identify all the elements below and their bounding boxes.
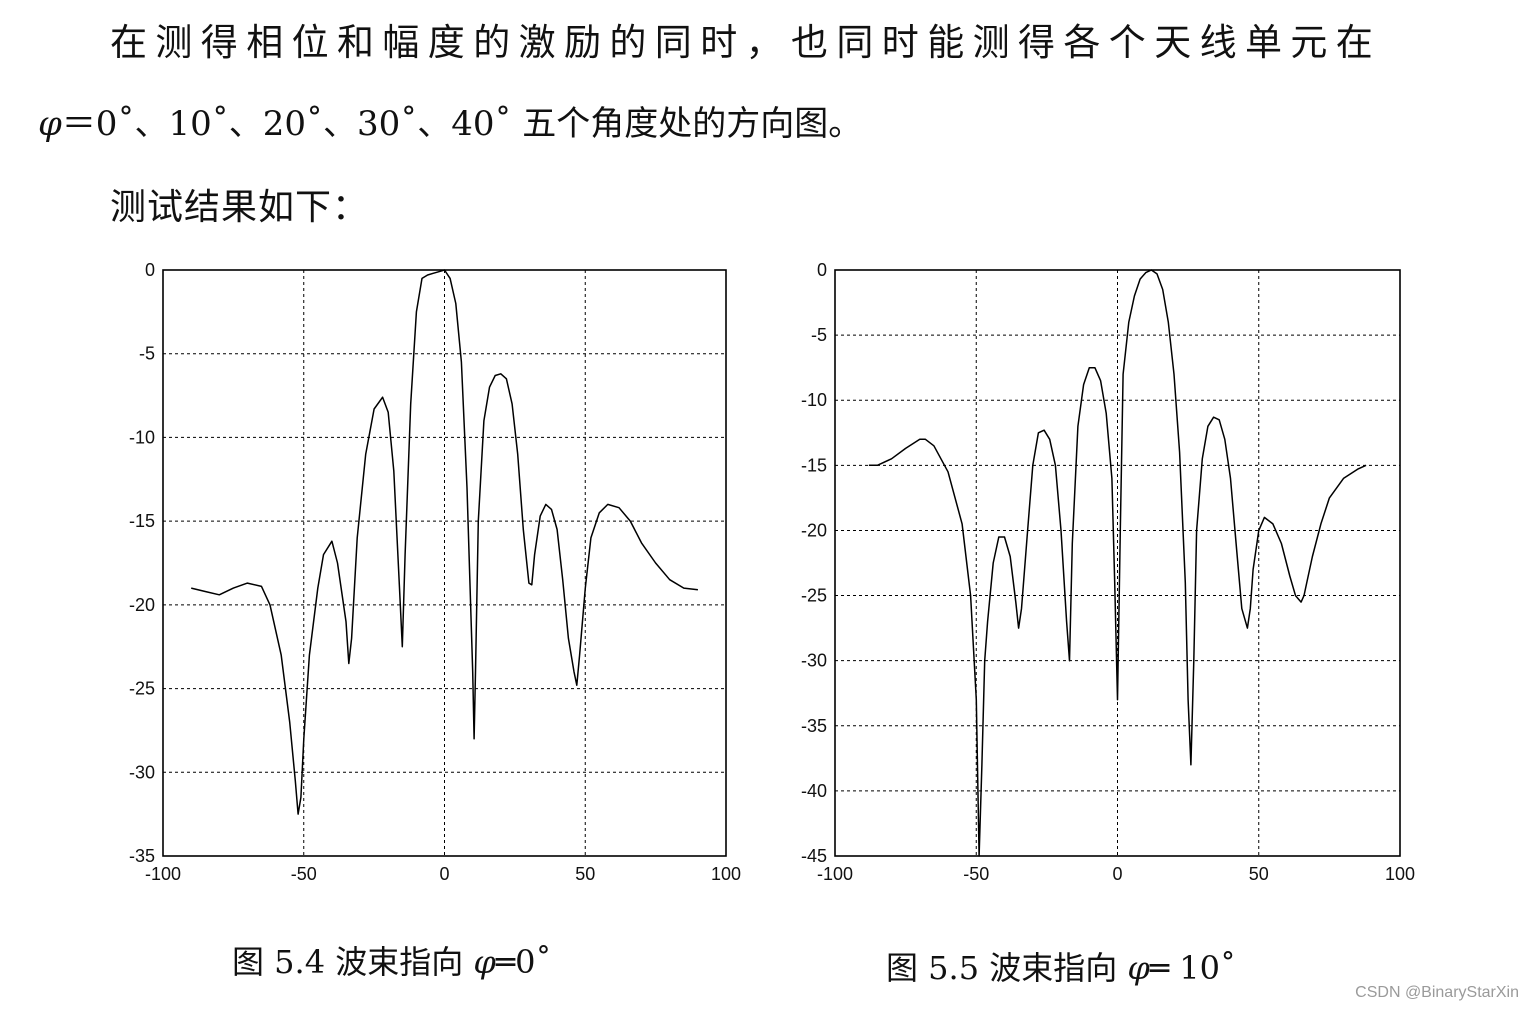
x-tick-label: -50 <box>963 864 989 884</box>
angle-list-text: ＝0˚、10˚、20˚、30˚、40˚ 五个角度处的方向图。 <box>61 104 863 144</box>
y-tick-label: 0 <box>145 260 155 280</box>
series-line <box>191 269 698 815</box>
y-tick-label: -10 <box>129 427 155 447</box>
y-tick-label: -15 <box>801 455 827 475</box>
caption-suffix: ═0˚ <box>495 943 552 981</box>
beam-pattern-chart-fig-5-5: -100 -50 0 50 100 0 -5 -10 -15 -20 -25 -30 -35 -40 -45 <box>801 260 1415 884</box>
y-tick-label: -20 <box>801 520 827 540</box>
paragraph-line-2: φ＝0˚、10˚、20˚、30˚、40˚ 五个角度处的方向图。 <box>38 96 862 145</box>
y-tick-label: -40 <box>801 781 827 801</box>
beam-pattern-chart-fig-5-4: -100 -50 0 50 100 0 -5 -10 -15 -20 -25 -30 -35 <box>129 260 741 884</box>
figure-caption-5-4: 图 5.4 波束指向 φ═0˚ <box>232 937 551 983</box>
phi-symbol: φ <box>1127 949 1150 987</box>
series-line <box>868 269 1367 857</box>
y-tick-label: -30 <box>801 651 827 671</box>
phi-symbol: φ <box>473 943 496 981</box>
x-tick-label: 50 <box>575 864 595 884</box>
x-tick-label: -50 <box>291 864 317 884</box>
x-tick-label: 0 <box>1112 864 1122 884</box>
paragraph-line-3: 测试结果如下： <box>110 187 370 228</box>
figure-caption-5-5: 图 5.5 波束指向 φ═ 10˚ <box>886 943 1236 989</box>
y-tick-label: -35 <box>129 846 155 866</box>
y-tick-label: 0 <box>817 260 827 280</box>
y-tick-label: -15 <box>129 511 155 531</box>
caption-prefix: 图 5.5 波束指向 <box>886 949 1128 987</box>
x-tick-label: 50 <box>1249 864 1269 884</box>
x-tick-label: -100 <box>145 864 181 884</box>
x-tick-label: 0 <box>439 864 449 884</box>
x-tick-label: 100 <box>1385 864 1415 884</box>
y-tick-label: -45 <box>801 846 827 866</box>
y-tick-label: -25 <box>801 586 827 606</box>
paragraph-line-1: 在测得相位和幅度的激励的同时，也同时能测得各个天线单元在 <box>110 21 1382 64</box>
y-tick-label: -5 <box>811 325 827 345</box>
y-tick-label: -20 <box>129 595 155 615</box>
y-tick-label: -35 <box>801 716 827 736</box>
y-tick-label: -10 <box>801 390 827 410</box>
caption-suffix: ═ 10˚ <box>1149 949 1236 987</box>
x-tick-label: 100 <box>711 864 741 884</box>
x-tick-label: -100 <box>817 864 853 884</box>
y-tick-label: -25 <box>129 679 155 699</box>
y-tick-label: -30 <box>129 762 155 782</box>
caption-prefix: 图 5.4 波束指向 <box>232 943 474 981</box>
y-tick-label: -5 <box>139 344 155 364</box>
phi-symbol: φ <box>38 104 62 144</box>
watermark: CSDN @BinaryStarXin <box>1355 984 1519 1001</box>
